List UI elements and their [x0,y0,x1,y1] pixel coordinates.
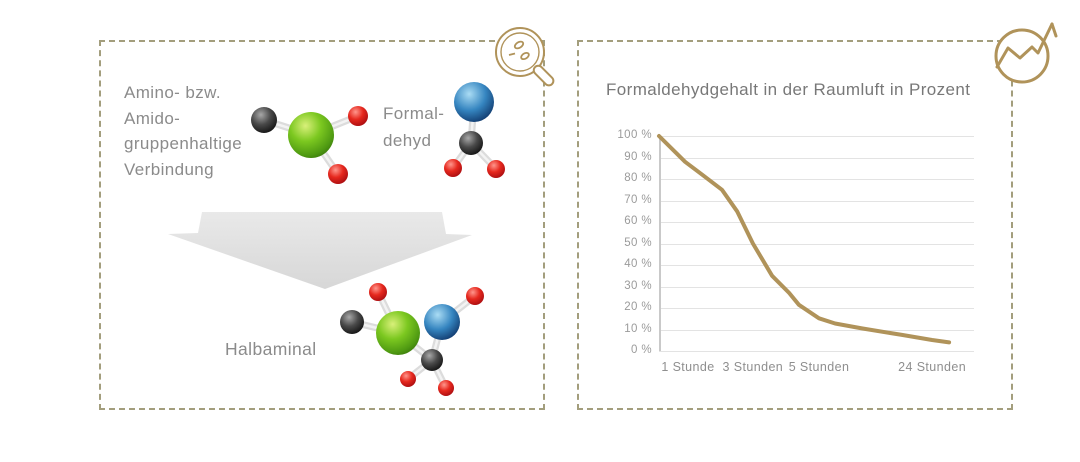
chart-title: Formaldehydgehalt in der Raumluft in Pro… [606,80,971,99]
gridline [659,329,974,331]
atom-blue [454,82,494,122]
y-axis-tick-label: 100 % [617,129,652,141]
y-axis-tick-label: 90 % [624,150,652,163]
gridline [659,136,974,137]
y-axis-tick-label: 40 % [624,258,652,270]
formaldehyde-label-line: dehyd [383,131,432,150]
magnifier-handle [532,64,555,87]
gridline [659,286,974,288]
atom-green [288,112,334,158]
reaction-diagram-panel: Amino- bzw. Amido- gruppenhaltige Verbin… [99,40,545,410]
atom-black [340,310,364,334]
gridline [659,179,974,180]
gridline [659,222,974,223]
reaction-diagram-graphics [168,82,505,396]
y-axis-tick-label: 50 % [624,236,652,249]
atom-black [251,107,277,133]
atom-black [459,131,483,155]
reactant-label-line: Amino- bzw. [124,83,221,102]
gridline [659,157,974,159]
y-axis-tick-label: 60 % [624,215,652,227]
x-axis-tick-label: 5 Stunden [788,360,850,374]
gridline [659,200,974,202]
atom-red [348,106,368,126]
atom-green [376,311,420,355]
y-axis-line [659,136,661,351]
reactant-label: Amino- bzw. Amido- gruppenhaltige Verbin… [124,80,242,182]
gridline [659,265,974,266]
y-axis-tick-label: 70 % [624,193,652,206]
formaldehyde-label: Formal- dehyd [383,100,444,154]
x-axis-tick-label: 3 Stunden [722,360,784,374]
atom-red [444,159,462,177]
y-axis-tick-label: 30 % [624,279,652,292]
y-axis-tick-label: 0 % [630,344,652,356]
atom-red [400,371,416,387]
atom-red [438,380,454,396]
atom-red [487,160,505,178]
formaldehyde-decay-curve [657,134,952,345]
formaldehyde-molecule [444,82,505,178]
y-axis-tick-label: 20 % [624,301,652,313]
gridline [659,243,974,245]
formaldehyde-label-line: Formal- [383,104,445,123]
reaction-arrow [168,212,472,289]
atom-red [466,287,484,305]
magnifier-molecules-icon [495,27,555,87]
atom-red [369,283,387,301]
reactant-label-line: Amido- [124,108,181,128]
reactant-label-line: Verbindung [124,159,215,179]
x-axis-tick-label: 24 Stunden [898,360,967,374]
y-axis-tick-label: 80 % [624,172,652,184]
x-axis-tick-label: 1 Stunde [661,360,715,374]
gridline [659,351,974,352]
halbaminal-molecule [340,283,484,396]
atom-red [328,164,348,184]
y-axis-tick-label: 10 % [624,322,652,335]
gridline [659,308,974,309]
chart-panel: Formaldehydgehalt in der Raumluft in Pro… [577,40,1013,410]
atom-blue [424,304,460,340]
line-chart-icon [994,22,1058,84]
amino-compound-molecule [251,106,368,184]
product-label: Halbaminal [225,339,317,359]
atom-black [421,349,443,371]
reactant-label-line: gruppenhaltige [124,134,243,153]
